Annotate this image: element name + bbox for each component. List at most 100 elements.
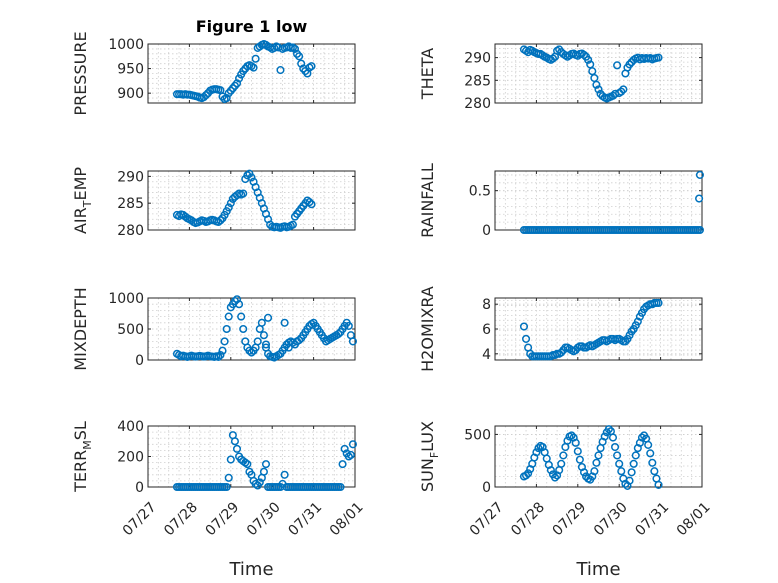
x-tick-label: 07/31 bbox=[285, 499, 325, 539]
data-point bbox=[243, 171, 252, 180]
data-point bbox=[297, 59, 306, 68]
y-tick-label: 4 bbox=[482, 347, 491, 363]
subplot-2: 280 285 290 THETA bbox=[418, 43, 703, 112]
data-point bbox=[259, 467, 268, 476]
data-point bbox=[534, 444, 543, 453]
axes-frame bbox=[494, 425, 703, 488]
data-point bbox=[232, 79, 242, 88]
subplot-4: 0 0.5 RAINFALL bbox=[418, 163, 704, 239]
data-point bbox=[654, 53, 663, 62]
x-tick-label: 08/01 bbox=[674, 499, 714, 539]
data-point bbox=[625, 60, 634, 69]
data-point bbox=[644, 440, 653, 449]
data-point bbox=[257, 318, 266, 327]
data-point bbox=[284, 343, 293, 352]
data-point bbox=[629, 459, 638, 468]
data-point bbox=[627, 468, 636, 477]
y-tick-label: 1000 bbox=[108, 291, 144, 307]
data-point bbox=[295, 336, 304, 345]
x-tick-label: 07/29 bbox=[550, 499, 590, 539]
data-point bbox=[600, 432, 609, 441]
subplot-3: 280 285 290 AIRTEMP bbox=[71, 167, 356, 239]
data-point bbox=[695, 170, 704, 179]
data-point bbox=[579, 468, 589, 477]
data-point bbox=[604, 425, 613, 434]
data-point bbox=[346, 450, 355, 460]
y-axis-label: PRESSURE bbox=[71, 31, 90, 115]
data-point bbox=[245, 346, 254, 355]
data-point bbox=[288, 220, 297, 229]
y-tick-label: 500 bbox=[117, 322, 144, 338]
data-point bbox=[625, 476, 634, 485]
data-point bbox=[216, 216, 225, 225]
data-point bbox=[264, 313, 273, 322]
data-point bbox=[617, 467, 626, 476]
data-point bbox=[224, 312, 233, 321]
data-point bbox=[608, 433, 618, 442]
data-point bbox=[633, 317, 642, 326]
x-tick-label: 07/29 bbox=[203, 499, 243, 539]
data-point bbox=[253, 337, 262, 346]
data-point bbox=[613, 61, 622, 70]
data-point bbox=[249, 63, 258, 72]
y-tick-label: 280 bbox=[464, 96, 491, 112]
data-point bbox=[334, 329, 343, 339]
data-point bbox=[594, 85, 603, 94]
data-point bbox=[631, 451, 640, 460]
data-point bbox=[338, 460, 347, 469]
data-point bbox=[586, 60, 595, 69]
data-point bbox=[619, 85, 628, 94]
data-point bbox=[348, 440, 357, 449]
data-point bbox=[235, 300, 244, 309]
data-point bbox=[590, 467, 599, 476]
subplot-1: 900 950 1000 PRESSURE Figure 1 low bbox=[71, 17, 356, 116]
x-tick-label: 07/28 bbox=[508, 499, 548, 539]
data-point bbox=[637, 433, 647, 442]
data-point bbox=[573, 447, 582, 456]
y-tick-label: 285 bbox=[464, 73, 491, 89]
data-point bbox=[344, 321, 353, 330]
data-point bbox=[261, 460, 271, 469]
y-axis-label: THETA bbox=[418, 48, 437, 100]
data-point bbox=[222, 324, 231, 334]
data-point bbox=[559, 451, 568, 460]
axes-frame bbox=[494, 43, 703, 104]
x-tick-label: 07/30 bbox=[244, 499, 284, 539]
y-tick-label: 6 bbox=[482, 322, 491, 338]
data-point bbox=[695, 194, 704, 203]
data-point bbox=[575, 455, 584, 464]
y-tick-label: 0 bbox=[135, 353, 144, 369]
data-point bbox=[218, 346, 227, 355]
y-axis-label: MIXDEPTH bbox=[71, 287, 90, 370]
subplot-8: 0 500 SUNFLUX 07/27 07/28 07/29 07/30 07/31 08/0… bbox=[418, 421, 714, 580]
y-axis-label: RAINFALL bbox=[418, 163, 437, 238]
y-tick-label: 285 bbox=[117, 196, 144, 212]
data-point bbox=[232, 444, 242, 453]
data-point bbox=[214, 352, 223, 361]
data-point bbox=[519, 322, 529, 331]
y-tick-label: 500 bbox=[464, 427, 491, 443]
data-point bbox=[295, 52, 304, 61]
y-tick-label: 400 bbox=[117, 419, 144, 435]
data-point bbox=[307, 200, 316, 209]
y-tick-label: 280 bbox=[117, 223, 144, 239]
data-point bbox=[230, 437, 239, 446]
data-point bbox=[226, 199, 235, 208]
data-point bbox=[247, 173, 256, 182]
x-axis-label: Time bbox=[228, 559, 273, 580]
data-point bbox=[243, 460, 252, 469]
x-tick-label: 08/01 bbox=[327, 499, 367, 539]
data-point bbox=[550, 473, 560, 482]
chart-title: Figure 1 low bbox=[196, 17, 308, 36]
data-point bbox=[255, 478, 264, 487]
y-tick-label: 900 bbox=[117, 86, 144, 102]
data-point bbox=[224, 473, 233, 482]
data-point bbox=[563, 436, 572, 445]
subplot-grid: 900 950 1000 PRESSURE Figure 1 low 280 285 290 T… bbox=[71, 17, 714, 580]
y-tick-label: 0 bbox=[482, 223, 491, 239]
data-point bbox=[290, 44, 300, 53]
data-point bbox=[235, 74, 244, 83]
data-point bbox=[571, 438, 580, 447]
data-point bbox=[594, 451, 603, 460]
